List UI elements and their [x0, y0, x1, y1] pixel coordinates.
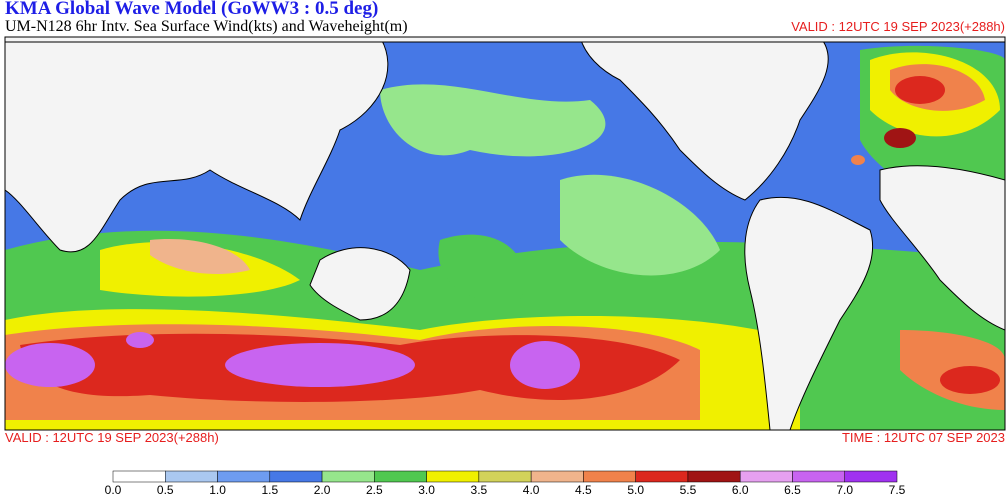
colorbar-swatch [739, 470, 793, 483]
colorbar-label: 2.0 [314, 483, 331, 496]
colorbar-swatch [217, 470, 271, 483]
colorbar-swatch [687, 470, 741, 483]
colorbar-label: 5.0 [627, 483, 644, 496]
colorbar-swatch [165, 470, 218, 483]
wave-fields [5, 45, 1005, 430]
colorbar-label: 0.0 [105, 483, 122, 496]
colorbar-swatch [321, 470, 375, 483]
colorbar-swatch [374, 470, 427, 483]
colorbar-label: 6.5 [784, 483, 801, 496]
colorbar-swatch [583, 470, 636, 483]
colorbar-label: 4.5 [575, 483, 592, 496]
valid-time-footer: VALID : 12UTC 19 SEP 2023(+288h) [5, 430, 219, 445]
map [5, 37, 1005, 430]
colorbar-swatch [269, 470, 323, 483]
colorbar-swatch [844, 470, 898, 483]
colorbar-swatch [478, 470, 532, 483]
colorbar-label: 1.0 [209, 483, 226, 496]
colorbar-swatch [112, 470, 166, 483]
colorbar-swatch [792, 470, 845, 483]
subtitle: UM-N128 6hr Intv. Sea Surface Wind(kts) … [5, 18, 408, 35]
colorbar-label: 3.0 [418, 483, 435, 496]
colorbar-label: 0.5 [157, 483, 174, 496]
land [5, 37, 1005, 430]
colorbar-label: 3.5 [471, 483, 488, 496]
title: KMA Global Wave Model (GoWW3 : 0.5 deg) [5, 0, 378, 19]
colorbar-swatch [426, 470, 480, 483]
colorbar-label: 7.0 [836, 483, 853, 496]
colorbar-label: 2.5 [366, 483, 383, 496]
colorbar: 0.0 0.5 1.0 1.5 2.0 2.5 3.0 3.5 4.0 4.5 5.0 5.5 6.0 6… [105, 470, 906, 496]
colorbar-swatch [530, 470, 584, 483]
colorbar-swatch [635, 470, 689, 483]
map-frame [4, 36, 1006, 431]
init-time: TIME : 12UTC 07 SEP 2023 [842, 430, 1005, 445]
colorbar-label: 1.5 [261, 483, 278, 496]
colorbar-label: 5.5 [680, 483, 697, 496]
colorbar-label: 4.0 [523, 483, 540, 496]
colorbar-label: 7.5 [889, 483, 906, 496]
colorbar-label: 6.0 [732, 483, 749, 496]
valid-time: VALID : 12UTC 19 SEP 2023(+288h) [791, 19, 1005, 34]
